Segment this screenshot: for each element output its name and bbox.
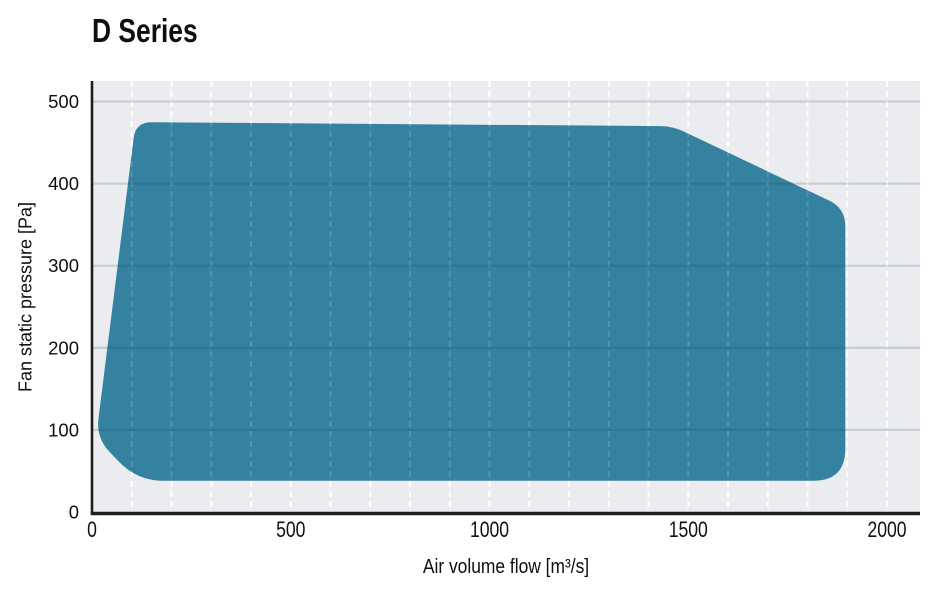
chart-title: D Series	[92, 12, 198, 49]
y-tick-label: 300	[48, 255, 79, 276]
y-tick-label: 100	[48, 419, 79, 440]
x-tick-label: 0	[87, 518, 97, 542]
x-tick-label: 2000	[867, 518, 906, 542]
y-tick-label: 500	[48, 91, 79, 112]
x-tick-label: 500	[276, 518, 305, 542]
operating-envelope-area	[98, 122, 846, 481]
y-tick-label: 400	[48, 173, 79, 194]
y-axis-title: Fan static pressure [Pa]	[15, 201, 36, 393]
x-tick-label: 1000	[470, 518, 509, 542]
y-tick-label: 0	[69, 502, 79, 523]
x-tick-label: 1500	[669, 518, 708, 542]
y-tick-label: 200	[48, 337, 79, 358]
x-axis-title: Air volume flow [m³/s]	[422, 556, 590, 578]
